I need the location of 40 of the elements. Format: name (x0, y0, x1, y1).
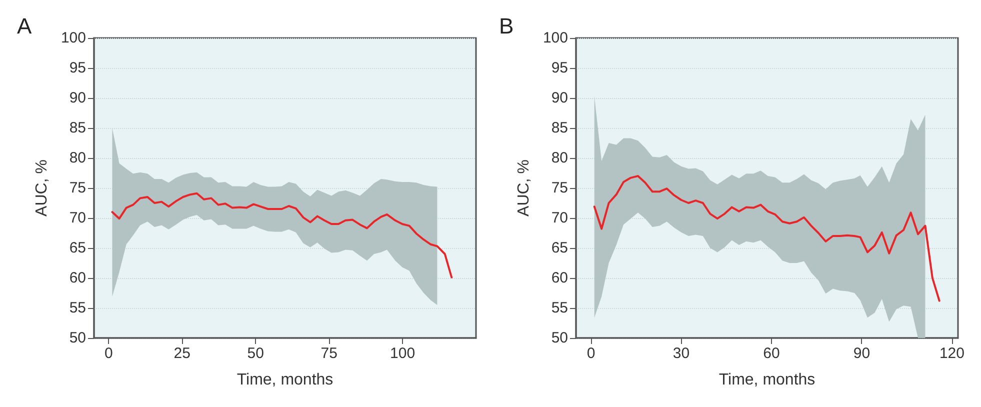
y-tick-label: 55 (69, 300, 86, 316)
y-tick-label: 60 (551, 270, 568, 286)
x-tick-label: 0 (586, 345, 596, 362)
y-tick-label: 100 (60, 30, 86, 46)
x-tick-label: 120 (939, 345, 964, 362)
y-tick-label: 70 (69, 210, 86, 226)
y-tick-label: 50 (551, 330, 568, 346)
x-tick-label: 0 (104, 345, 113, 362)
y-tick-label: 50 (69, 330, 86, 346)
x-tick-label: 30 (672, 345, 690, 362)
y-tick-label: 75 (551, 180, 568, 196)
y-tick-label: 100 (542, 30, 568, 46)
chart-title: B (499, 14, 514, 38)
y-tick-label: 90 (69, 90, 86, 106)
line-series (593, 175, 940, 302)
y-tick-label: 80 (69, 150, 86, 166)
y-axis-title: AUC, % (34, 160, 50, 216)
x-tick-label: 60 (763, 345, 780, 362)
y-tick-label: 85 (551, 120, 568, 136)
x-tick-label: 75 (320, 345, 338, 362)
chart-title: A (17, 14, 32, 38)
y-tick-label: 65 (69, 240, 86, 256)
y-tick-label: 55 (551, 300, 568, 316)
line-series (111, 192, 453, 278)
y-tick-label: 95 (69, 60, 86, 76)
y-tick-label: 90 (551, 90, 568, 106)
y-tick-label: 95 (551, 60, 568, 76)
y-tick-label: 80 (551, 150, 568, 166)
y-tick-label: 75 (69, 180, 86, 196)
x-tick-label: 100 (390, 345, 416, 362)
y-tick-label: 60 (69, 270, 86, 286)
y-tick-label: 65 (551, 240, 568, 256)
x-tick-label: 50 (247, 345, 264, 362)
x-axis-title: Time, months (718, 372, 816, 388)
y-tick-label: 70 (551, 210, 568, 226)
x-tick-label: 90 (853, 345, 870, 362)
y-axis-title: AUC, % (516, 160, 532, 216)
x-axis-title: Time, months (236, 372, 334, 388)
x-tick-label: 25 (174, 345, 190, 362)
y-tick-label: 85 (69, 120, 86, 136)
